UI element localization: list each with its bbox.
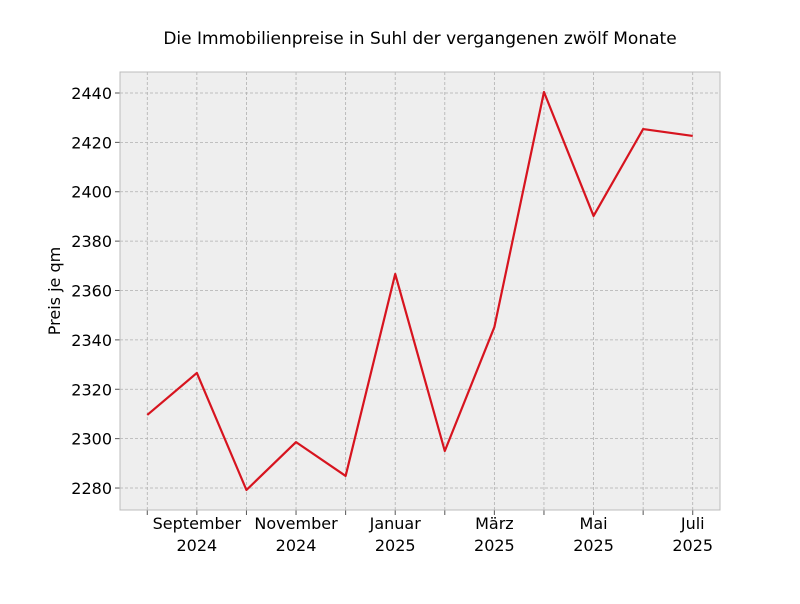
x-tick-label: 2025 [672, 536, 713, 555]
x-tick-label: März [475, 514, 514, 533]
x-tick-label: 2025 [474, 536, 515, 555]
y-tick-label: 2280 [71, 479, 112, 498]
y-tick-label: 2300 [71, 430, 112, 449]
x-tick-label: 2025 [375, 536, 416, 555]
x-tick-label: Januar [369, 514, 422, 533]
plot-area [120, 72, 720, 510]
x-tick-label: November [254, 514, 338, 533]
y-tick-label: 2420 [71, 133, 112, 152]
y-tick-label: 2360 [71, 282, 112, 301]
y-tick-label: 2340 [71, 331, 112, 350]
x-tick-label: September [153, 514, 242, 533]
y-tick-label: 2440 [71, 84, 112, 103]
y-axis-label: Preis je qm [45, 247, 64, 335]
y-tick-label: 2320 [71, 380, 112, 399]
x-tick-label: Mai [580, 514, 608, 533]
plot-frame [119, 71, 721, 511]
y-tick-label: 2380 [71, 232, 112, 251]
line-series [146, 90, 693, 492]
x-tick-label: 2024 [177, 536, 218, 555]
x-tick-label: 2024 [276, 536, 317, 555]
chart-title: Die Immobilienpreise in Suhl der vergang… [163, 29, 676, 49]
x-tick-label: 2025 [573, 536, 614, 555]
x-tick-label: Juli [680, 514, 705, 533]
y-tick-label: 2400 [71, 183, 112, 202]
